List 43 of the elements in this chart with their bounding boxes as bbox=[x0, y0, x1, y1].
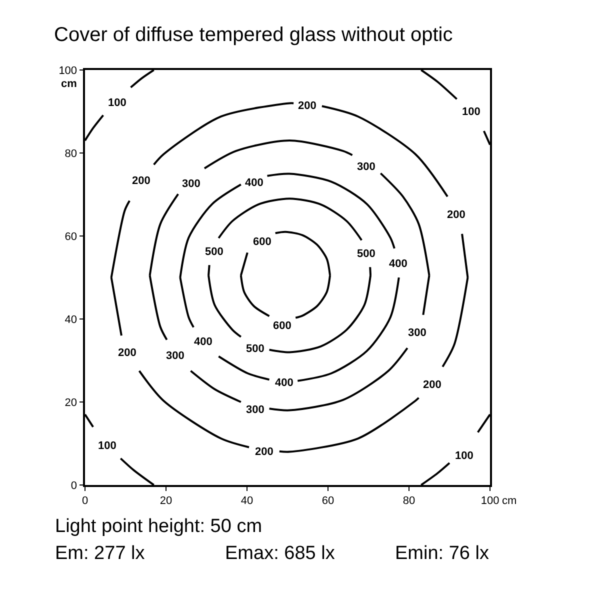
annotation: 400 bbox=[389, 258, 408, 270]
annotation: 300 bbox=[246, 404, 264, 416]
annotation: 500 bbox=[357, 248, 376, 260]
annotation: 100 bbox=[108, 97, 126, 109]
annotation: 400 bbox=[245, 177, 264, 189]
text: Emax: 685 lx bbox=[225, 543, 336, 564]
annotation: 100 bbox=[98, 440, 116, 452]
annotation: 500 bbox=[246, 343, 264, 355]
x-tick-label: 80 bbox=[402, 494, 416, 507]
annotation: 300 bbox=[357, 161, 376, 173]
x-tick-label: 20 bbox=[160, 494, 172, 507]
y-tick-label: 0 bbox=[70, 480, 78, 492]
x-tick-label: 100 bbox=[480, 494, 500, 507]
y-tick-label: 40 bbox=[64, 314, 78, 326]
annotation: 500 bbox=[205, 246, 224, 258]
annotation: 300 bbox=[408, 327, 426, 339]
chart-title: Cover of diffuse tempered glass without optic bbox=[54, 24, 453, 46]
text: Emin: 76 lx bbox=[395, 543, 490, 564]
x-tick-label: 60 bbox=[322, 494, 334, 507]
x-tick-label: 40 bbox=[240, 494, 254, 507]
y-tick-label: 100 bbox=[58, 64, 78, 77]
annotation: 200 bbox=[255, 446, 274, 458]
annotation: 600 bbox=[273, 320, 292, 332]
annotation: 600 bbox=[253, 236, 272, 248]
text: Em: 277 lx bbox=[55, 543, 146, 564]
x-tick-label: 0 bbox=[82, 494, 88, 507]
annotation: 400 bbox=[275, 377, 294, 389]
y-tick-label: 60 bbox=[64, 230, 78, 243]
annotation: 200 bbox=[423, 379, 442, 391]
annotation: 200 bbox=[447, 209, 466, 221]
y-axis-title: cm bbox=[61, 78, 78, 90]
annotation: 300 bbox=[182, 178, 200, 190]
x-axis-title: cm bbox=[502, 495, 517, 507]
annotation: 200 bbox=[298, 100, 316, 112]
y-tick-label: 20 bbox=[64, 396, 78, 409]
annotation: 200 bbox=[118, 347, 136, 359]
annotation: 100 bbox=[455, 450, 474, 462]
text: Light point height: 50 cm bbox=[55, 516, 262, 537]
annotation: 300 bbox=[166, 350, 184, 362]
annotation: 100 bbox=[462, 106, 480, 118]
annotation: 200 bbox=[132, 175, 150, 187]
annotation: 400 bbox=[194, 336, 212, 348]
y-tick-label: 80 bbox=[64, 148, 78, 160]
